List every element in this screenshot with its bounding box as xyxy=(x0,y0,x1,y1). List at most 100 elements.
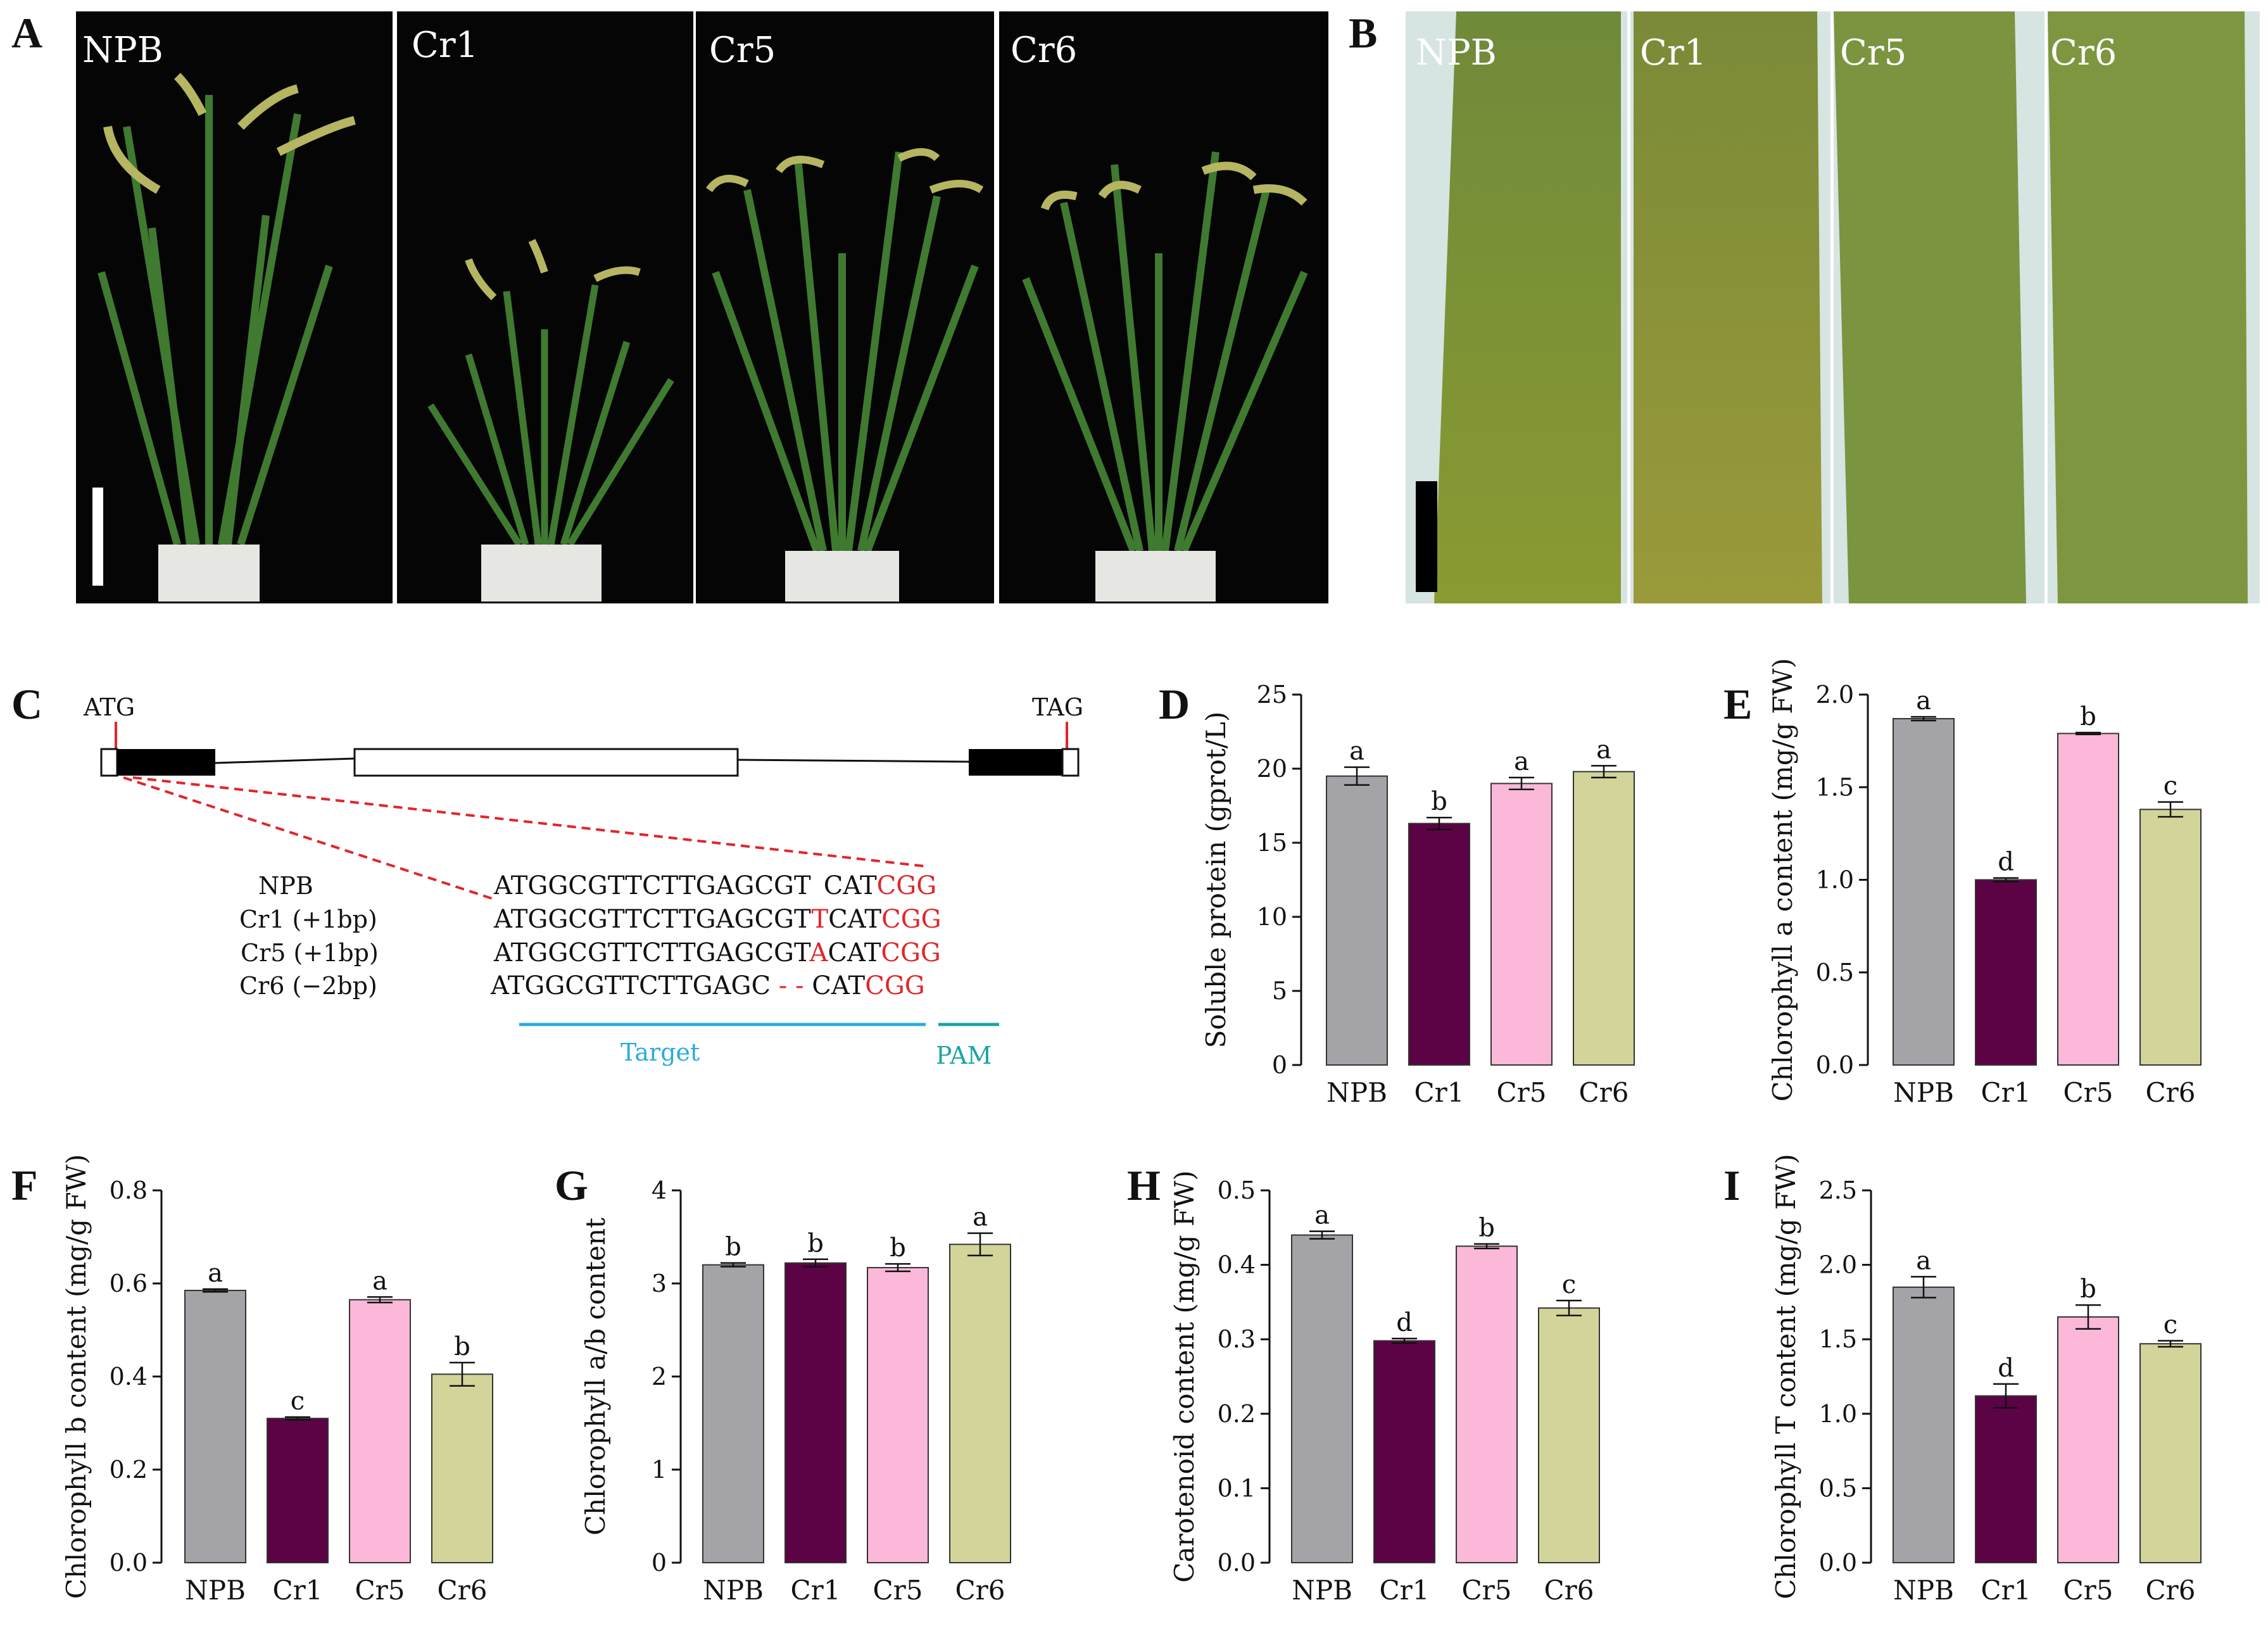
significance-letter: a xyxy=(1349,737,1364,766)
bar-cr6 xyxy=(2139,1343,2202,1564)
photo-b-npb: NPB xyxy=(1406,11,1627,603)
photo-b-cr5: Cr5 xyxy=(1834,11,2044,603)
bar-cr1 xyxy=(784,1262,847,1564)
bar-cr1 xyxy=(1408,822,1470,1066)
chart-g: G 0 1 2 3 4 Chlorophyll a/b content b NPB b Cr1 b Cr… xyxy=(555,1161,1011,1606)
chart-h: H 0.0 0.1 0.2 0.3 0.4 0.5 Carotenoid content (m… xyxy=(1127,1161,1600,1606)
significance-letter: a xyxy=(372,1266,387,1295)
bar-cr1 xyxy=(1975,879,2037,1066)
bar-cr1 xyxy=(267,1418,329,1563)
y-tick-label: 0.5 xyxy=(1819,1474,1857,1502)
stop-codon-label: TAG xyxy=(1032,693,1083,721)
seq-row-label: NPB xyxy=(258,872,313,900)
seq-row-label: Cr5 (+1bp) xyxy=(241,939,379,967)
x-tick-label: NPB xyxy=(1893,1575,1954,1606)
x-tick-label: Cr1 xyxy=(1981,1575,2031,1606)
bar-cr6 xyxy=(1573,771,1635,1066)
y-tick-label: 25 xyxy=(1257,681,1287,709)
seq-row-label: Cr1 (+1bp) xyxy=(239,905,377,933)
panel-b-letter: B xyxy=(1349,9,1377,57)
y-tick-label: 1.5 xyxy=(1816,773,1854,801)
x-tick-label: NPB xyxy=(1292,1575,1352,1606)
scale-bar-a xyxy=(92,488,103,586)
pam-label: PAM xyxy=(936,1042,992,1069)
x-tick-label: NPB xyxy=(703,1575,764,1606)
x-tick-label: Cr6 xyxy=(1544,1575,1594,1606)
bar-cr5 xyxy=(2057,1316,2119,1563)
y-axis-label: Chlorophyll a content (mg/g FW) xyxy=(1767,658,1798,1102)
y-tick-label: 0.0 xyxy=(1218,1549,1256,1577)
photo-label: Cr1 xyxy=(412,25,478,66)
y-tick-label: 0.2 xyxy=(110,1456,148,1484)
photo-label: NPB xyxy=(1416,32,1497,73)
significance-letter: a xyxy=(1514,747,1529,776)
bar-cr6 xyxy=(1538,1307,1600,1564)
photo-a-cr6: Cr6 xyxy=(999,11,1328,603)
bar-cr5 xyxy=(349,1299,411,1564)
y-tick-label: 0.6 xyxy=(110,1270,148,1297)
bar-npb xyxy=(702,1264,764,1563)
significance-letter: a xyxy=(208,1259,223,1288)
x-tick-label: NPB xyxy=(185,1575,246,1606)
significance-letter: b xyxy=(1431,787,1447,816)
significance-letter: a xyxy=(1916,1246,1931,1275)
y-tick-label: 20 xyxy=(1257,755,1287,783)
panel-b: B NPB Cr1 Cr5 Cr6 xyxy=(1349,9,2260,603)
y-tick-label: 1 xyxy=(652,1456,667,1484)
y-tick-label: 3 xyxy=(652,1270,667,1297)
zoom-lines xyxy=(123,776,925,900)
x-tick-label: NPB xyxy=(1326,1077,1387,1108)
target-label: Target xyxy=(621,1038,700,1066)
x-tick-label: Cr1 xyxy=(791,1575,841,1606)
panel-c-letter: C xyxy=(11,680,42,728)
x-tick-label: Cr6 xyxy=(955,1575,1005,1606)
y-tick-label: 1.0 xyxy=(1816,866,1854,894)
photo-a-cr1: Cr1 xyxy=(397,11,693,603)
significance-letter: d xyxy=(1396,1308,1413,1337)
y-tick-label: 0.2 xyxy=(1218,1400,1256,1428)
bar-cr5 xyxy=(1490,783,1553,1066)
x-tick-label: Cr6 xyxy=(1579,1077,1629,1108)
bar-npb xyxy=(1893,1286,1955,1563)
bar-cr6 xyxy=(949,1244,1011,1563)
x-tick-label: Cr1 xyxy=(1414,1077,1465,1108)
photo-label: Cr6 xyxy=(2050,32,2117,73)
photo-label: Cr1 xyxy=(1640,32,1706,73)
y-axis-label: Carotenoid content (mg/g FW) xyxy=(1169,1170,1200,1582)
panel-letter: I xyxy=(1723,1161,1740,1209)
y-tick-label: 4 xyxy=(652,1176,667,1204)
y-tick-label: 2.5 xyxy=(1819,1176,1857,1204)
chart-i: I 0.0 0.5 1.0 1.5 2.0 2.5 Chlorophyll T content… xyxy=(1723,1154,2202,1606)
x-tick-label: Cr5 xyxy=(1497,1077,1547,1108)
chart-f: F 0.0 0.2 0.4 0.6 0.8 Chlorophyll b content (m… xyxy=(11,1154,493,1606)
y-tick-label: 0 xyxy=(1272,1051,1287,1079)
photo-a-cr5: Cr5 xyxy=(696,11,994,603)
x-tick-label: Cr1 xyxy=(1380,1575,1430,1606)
bar-cr5 xyxy=(1456,1245,1518,1563)
significance-letter: b xyxy=(890,1233,906,1263)
y-tick-label: 0.0 xyxy=(1819,1549,1857,1577)
y-tick-label: 0.1 xyxy=(1218,1474,1256,1502)
significance-letter: b xyxy=(454,1332,470,1361)
y-tick-label: 0.8 xyxy=(110,1176,148,1204)
significance-letter: c xyxy=(1562,1270,1576,1299)
y-tick-label: 0.0 xyxy=(1816,1051,1854,1079)
bar-npb xyxy=(184,1290,246,1564)
panel-letter: D xyxy=(1159,680,1190,728)
significance-letter: d xyxy=(1998,1354,2014,1383)
bar-cr6 xyxy=(2139,809,2202,1066)
y-axis-label: Chlorophyll b content (mg/g FW) xyxy=(61,1154,92,1599)
sequence-alignment: NPB ATGGCGTTCTTGAGCGT CATCGG Cr1 (+1bp) ATG… xyxy=(239,871,942,1000)
y-tick-label: 0.5 xyxy=(1816,959,1854,986)
x-tick-label: Cr6 xyxy=(2146,1077,2196,1108)
photo-label: Cr5 xyxy=(709,30,776,71)
seq-row-label: Cr6 (−2bp) xyxy=(239,972,377,1000)
seq-row: ATGGCGTTCTTGAGCGT CATCGG xyxy=(493,871,936,900)
significance-letter: b xyxy=(1478,1214,1495,1243)
y-tick-label: 10 xyxy=(1257,903,1287,931)
significance-letter: c xyxy=(2164,1311,2177,1340)
photo-label: NPB xyxy=(82,30,163,71)
y-tick-label: 0.5 xyxy=(1218,1176,1256,1204)
